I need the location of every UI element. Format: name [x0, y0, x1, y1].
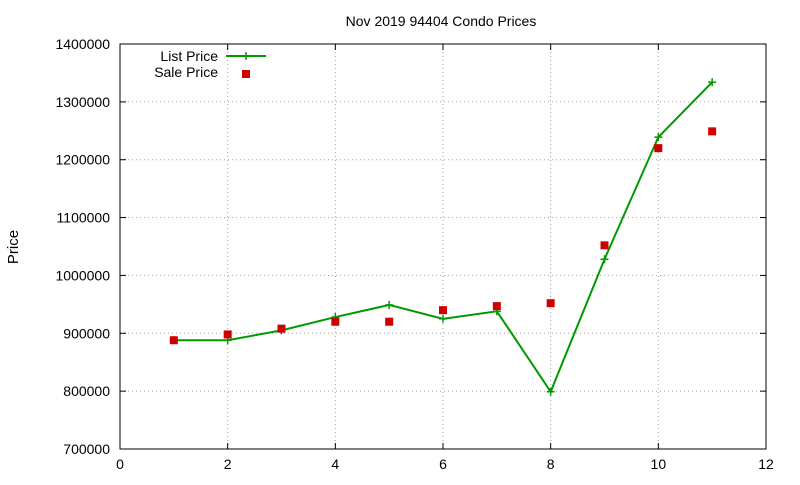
x-tick-label: 2: [224, 456, 232, 472]
x-tick-label: 4: [331, 456, 339, 472]
list-price-point: [385, 300, 394, 309]
list-price-point: [708, 78, 717, 87]
sale-price-point: [331, 317, 340, 326]
grid-layer: [120, 44, 766, 449]
y-tick-label: 800000: [63, 383, 110, 399]
sale-price-point: [492, 302, 501, 311]
y-tick-label: 900000: [63, 325, 110, 341]
list-price-point: [546, 387, 555, 396]
x-tick-label: 6: [439, 456, 447, 472]
legend-square-marker: [242, 70, 250, 78]
series-layer: [169, 78, 717, 396]
sale-price-point: [223, 330, 232, 339]
sale-price-point: [169, 336, 178, 345]
sale-price-point: [546, 299, 555, 308]
sale-price-point: [708, 127, 717, 136]
sale-price-point: [277, 324, 286, 333]
y-tick-label: 700000: [63, 441, 110, 457]
y-tick-label: 1300000: [55, 94, 110, 110]
y-tick-label: 1400000: [55, 36, 110, 52]
chart-title: Nov 2019 94404 Condo Prices: [346, 13, 537, 29]
y-axis-label: Price: [5, 230, 22, 264]
y-tick-label: 1000000: [55, 267, 110, 283]
sale-price-point: [385, 317, 394, 326]
x-tick-label: 0: [116, 456, 124, 472]
legend-label: List Price: [160, 48, 218, 64]
y-tick-label: 1200000: [55, 152, 110, 168]
sale-price-point: [654, 144, 663, 153]
list-price-point: [600, 255, 609, 264]
x-tick-label: 10: [651, 456, 667, 472]
x-tick-label: 8: [547, 456, 555, 472]
sale-price-point: [439, 306, 447, 315]
list-price-point: [439, 314, 447, 323]
ticks-layer: 0 2 4 6 8 10 12 700000 800000 900000 1000000 110000…: [55, 36, 774, 472]
y-tick-label: 1100000: [57, 210, 111, 226]
sale-price-point: [600, 241, 609, 250]
list-price-point: [654, 133, 663, 142]
legend-label: Sale Price: [154, 64, 218, 80]
x-tick-label: 12: [758, 456, 774, 472]
series-sale-price: [169, 127, 717, 345]
legend-plus-marker: [242, 52, 250, 60]
